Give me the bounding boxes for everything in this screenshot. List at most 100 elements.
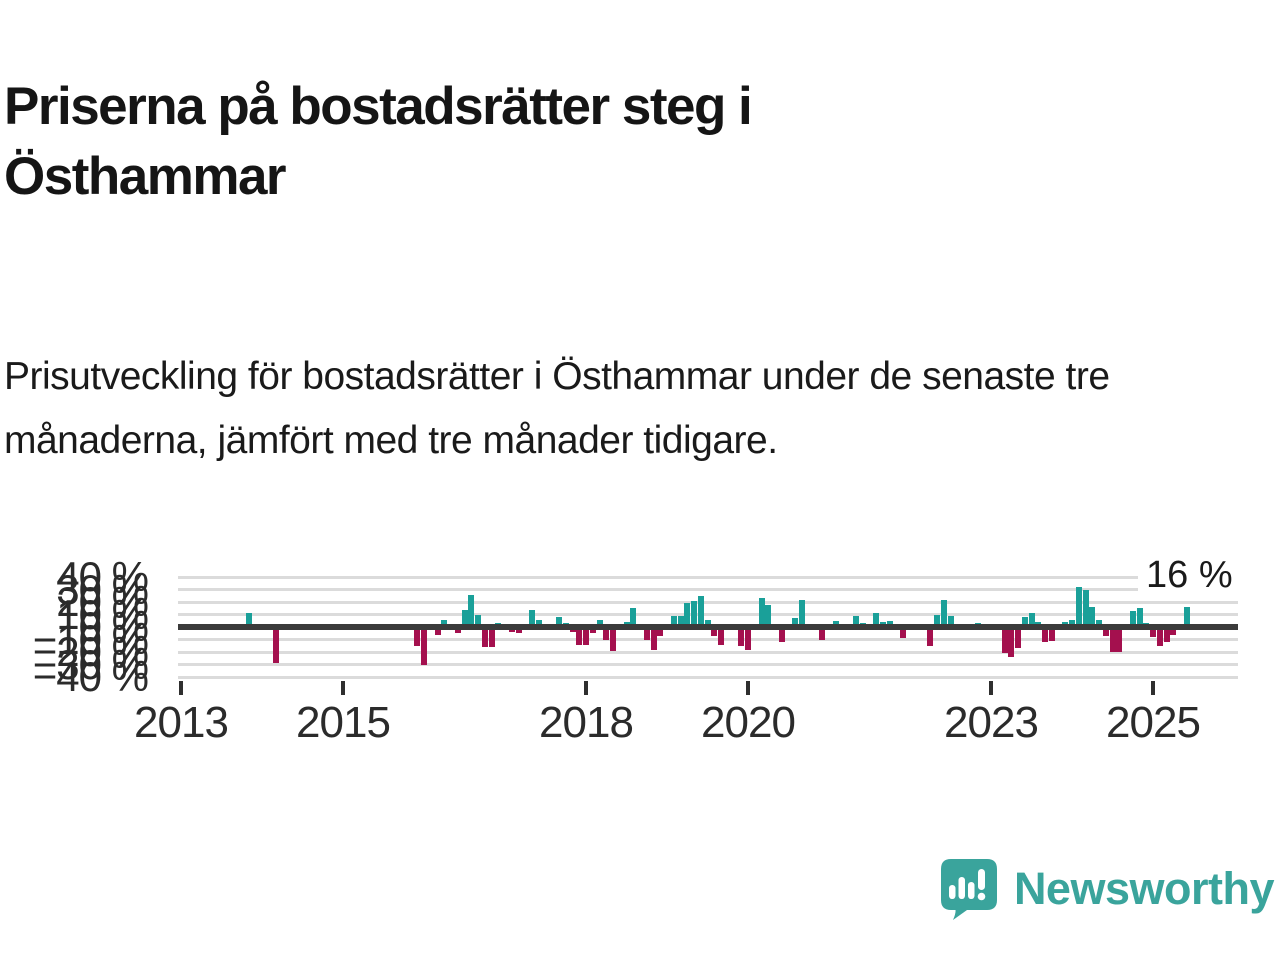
x-axis-tick (584, 681, 588, 695)
bar-negative (414, 627, 421, 646)
x-axis-tick (746, 681, 750, 695)
bar-negative (643, 627, 650, 640)
gridline (178, 588, 1238, 591)
x-axis-tick (1151, 681, 1155, 695)
gridline (178, 663, 1238, 666)
y-axis-label: −10 % (32, 615, 149, 663)
bar-positive (758, 598, 765, 627)
bar-negative (1008, 627, 1015, 657)
bar-positive (535, 619, 542, 627)
bar-positive (461, 609, 468, 627)
x-axis-label: 2015 (296, 698, 391, 747)
bar-negative (589, 627, 596, 634)
y-axis-label: 40 % (56, 553, 149, 600)
x-axis-label: 2018 (539, 698, 634, 747)
bar-negative (1170, 627, 1177, 635)
y-axis-label: 30 % (56, 565, 149, 613)
y-axis-label: −40 % (32, 653, 149, 700)
bar-negative (1042, 627, 1048, 642)
bar-positive (1096, 619, 1102, 627)
bar-positive (886, 620, 893, 627)
bar-positive (765, 604, 772, 627)
bar-negative (515, 627, 522, 634)
bar-negative (745, 627, 751, 650)
bar-positive (441, 619, 448, 627)
bar-positive (1136, 608, 1143, 627)
bar-negative (1116, 627, 1123, 652)
bar-positive (1129, 610, 1136, 627)
bar-negative (421, 627, 427, 665)
bar-positive (934, 614, 940, 627)
gridline (178, 638, 1238, 641)
bar-positive (799, 599, 805, 627)
gridline (178, 675, 1238, 679)
newsworthy-logo-icon (940, 859, 997, 920)
bar-positive (556, 617, 562, 627)
bar-positive (630, 608, 637, 627)
bar-positive (684, 603, 691, 627)
bar-positive (792, 618, 799, 627)
x-axis-label: 2025 (1106, 698, 1201, 747)
bar-positive (1082, 589, 1089, 627)
bar-positive (670, 615, 677, 627)
gridline (178, 600, 1238, 604)
chart-subtitle: Prisutveckling för bostadsrätter i Östha… (4, 355, 1110, 462)
bar-negative (481, 627, 488, 647)
x-axis-tick (179, 681, 183, 695)
bar-negative (603, 627, 610, 640)
x-axis-label: 2023 (944, 698, 1039, 747)
x-axis-tick (989, 681, 993, 695)
x-axis-label: 2020 (701, 698, 796, 747)
bar-negative (488, 627, 495, 647)
bar-negative (1163, 627, 1170, 642)
bar-positive (1028, 613, 1035, 627)
newsworthy-logo-text: Newsworthy (1013, 863, 1275, 914)
bar-positive (1021, 617, 1028, 627)
bar-negative (1156, 627, 1163, 646)
y-axis-label: 0 % (78, 603, 149, 650)
bar-positive (245, 613, 252, 627)
y-axis-label: −30 % (32, 640, 149, 688)
bar-positive (1075, 587, 1082, 627)
gridline (178, 575, 1238, 579)
bar-negative (272, 627, 279, 664)
bar-negative (650, 627, 657, 650)
bar-positive (873, 613, 880, 627)
bar-negative (583, 627, 589, 645)
gridline (178, 613, 1238, 616)
y-axis-label: 10 % (56, 590, 149, 638)
bar-negative (900, 627, 907, 639)
bar-positive (529, 609, 535, 627)
x-axis-label: 2013 (134, 698, 229, 747)
bar-positive (691, 600, 697, 627)
bar-positive (596, 619, 603, 627)
bar-negative (778, 627, 785, 642)
bar-negative (1102, 627, 1109, 636)
bar-negative (927, 627, 934, 646)
bar-positive (704, 619, 711, 627)
x-axis-tick (341, 681, 345, 695)
bar-positive (947, 615, 954, 627)
bar-positive (1069, 619, 1075, 627)
bar-negative (454, 627, 461, 634)
gridline (178, 650, 1238, 654)
bar-positive (853, 615, 859, 627)
bar-negative (711, 627, 718, 636)
bar-negative (657, 627, 664, 636)
bar-negative (1015, 627, 1021, 649)
bar-negative (434, 627, 441, 635)
bar-positive (940, 599, 947, 627)
bar-positive (1183, 607, 1190, 627)
bar-positive (1089, 607, 1096, 627)
y-axis-label: 20 % (56, 578, 149, 625)
bar-negative (718, 627, 724, 645)
bar-negative (576, 627, 583, 645)
y-axis-label: −20 % (32, 628, 149, 675)
page-title: Priserna på bostadsrätter steg i Östhamm… (4, 76, 753, 206)
bar-negative (1001, 627, 1008, 654)
bar-positive (697, 595, 704, 627)
bar-negative (1150, 627, 1156, 637)
annotation-label: 16 % (1138, 554, 1241, 596)
bar-negative (819, 627, 826, 640)
